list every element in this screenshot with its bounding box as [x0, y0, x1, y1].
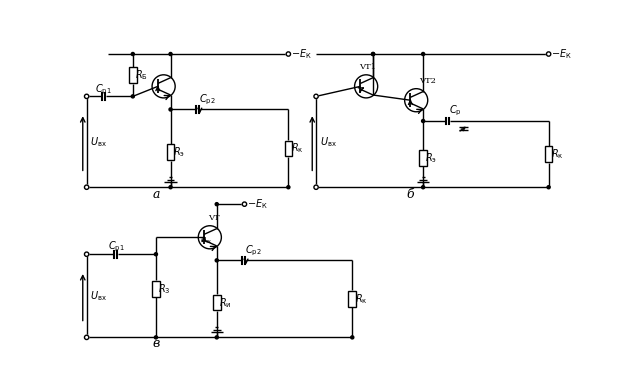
Circle shape: [215, 259, 219, 262]
Circle shape: [215, 203, 219, 206]
Text: $-E_\text{К}$: $-E_\text{К}$: [551, 47, 572, 61]
Text: $R_3$: $R_3$: [158, 282, 171, 296]
Circle shape: [84, 94, 89, 98]
Circle shape: [371, 52, 374, 56]
Bar: [167, 144, 175, 160]
Circle shape: [131, 52, 134, 56]
Circle shape: [169, 108, 172, 111]
Circle shape: [84, 335, 89, 340]
Bar: [129, 68, 137, 83]
Text: $R_\text{к}$: $R_\text{к}$: [291, 141, 303, 155]
Text: $U_\text{вх}$: $U_\text{вх}$: [90, 289, 108, 303]
Text: $U_\text{зк}$: $U_\text{зк}$: [200, 236, 213, 246]
Circle shape: [422, 52, 425, 56]
Bar: [285, 141, 292, 156]
Bar: [545, 146, 553, 162]
Text: $-E_\text{К}$: $-E_\text{К}$: [247, 197, 267, 211]
Text: $U_\text{вх}$: $U_\text{вх}$: [90, 135, 108, 149]
Text: VT2: VT2: [419, 77, 436, 85]
Circle shape: [314, 94, 318, 98]
Circle shape: [422, 186, 425, 189]
Circle shape: [154, 336, 157, 339]
Circle shape: [314, 185, 318, 190]
Text: VT1: VT1: [359, 63, 376, 71]
Bar: [348, 291, 356, 306]
Text: $C_\text{р}$: $C_\text{р}$: [449, 104, 462, 118]
Circle shape: [169, 52, 172, 56]
Circle shape: [547, 52, 551, 56]
Text: $R_\text{э}$: $R_\text{э}$: [173, 145, 185, 159]
Text: $R_\text{Б}$: $R_\text{Б}$: [135, 68, 148, 82]
Circle shape: [547, 186, 550, 189]
Text: $-E_\text{К}$: $-E_\text{К}$: [291, 47, 311, 61]
Text: $C_{\text{р}1}$: $C_{\text{р}1}$: [95, 82, 112, 96]
Bar: [152, 281, 160, 296]
Text: $R_\text{к}$: $R_\text{к}$: [355, 292, 367, 306]
Circle shape: [131, 95, 134, 98]
Bar: [419, 150, 427, 166]
Circle shape: [215, 336, 219, 339]
Text: в: в: [152, 337, 160, 350]
Circle shape: [154, 253, 157, 256]
Text: $U_\text{вх}$: $U_\text{вх}$: [320, 135, 337, 149]
Circle shape: [242, 202, 246, 207]
Text: а: а: [152, 188, 160, 201]
Text: $R_\text{и}$: $R_\text{и}$: [219, 296, 232, 310]
Circle shape: [422, 120, 425, 122]
Circle shape: [169, 186, 172, 189]
Circle shape: [287, 186, 290, 189]
Text: $C_{\text{р}2}$: $C_{\text{р}2}$: [199, 92, 216, 107]
Circle shape: [84, 185, 89, 190]
Circle shape: [351, 336, 354, 339]
Text: $C_{\text{р}2}$: $C_{\text{р}2}$: [245, 243, 262, 257]
Bar: [213, 295, 220, 310]
Text: $C_{\text{р}1}$: $C_{\text{р}1}$: [108, 240, 124, 254]
Text: $R_\text{э}$: $R_\text{э}$: [425, 151, 438, 165]
Circle shape: [286, 52, 290, 56]
Text: б: б: [406, 188, 414, 201]
Text: VT: VT: [208, 214, 220, 222]
Text: $R_\text{к}$: $R_\text{к}$: [551, 147, 564, 161]
Circle shape: [84, 252, 89, 256]
Circle shape: [371, 52, 374, 56]
